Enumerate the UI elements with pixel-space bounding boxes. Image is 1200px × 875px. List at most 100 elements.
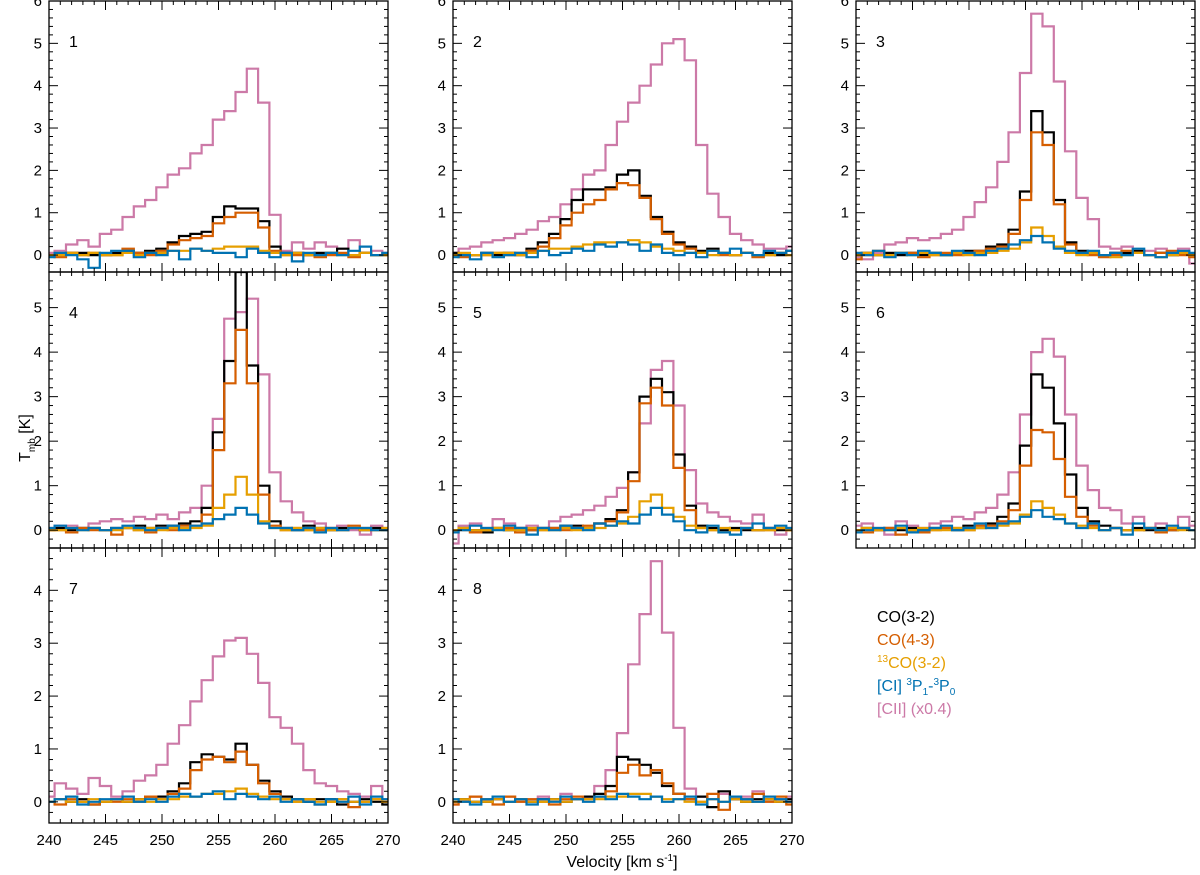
panel-1: 0 1 2 3 4 5 6 1 (34, 0, 389, 273)
legend-text-part: 1 (923, 687, 929, 698)
y-tick-label: 2 (841, 162, 849, 179)
panel-label: 3 (876, 34, 885, 51)
y-tick-label: 5 (438, 35, 446, 52)
y-tick-label: 4 (438, 582, 446, 599)
legend-entry-ci: [CI] 3P1-3P0 (877, 677, 956, 698)
y-tick-label: 1 (438, 205, 446, 222)
series-line-cii (453, 560, 792, 806)
series-line-co32 (49, 742, 388, 806)
series-line-ci (856, 509, 1195, 536)
y-tick-label: 3 (438, 635, 446, 652)
y-tick-label: 3 (34, 120, 42, 137)
panel-4-series (49, 272, 388, 536)
series-line-co43 (453, 182, 792, 259)
legend-text-part: CO(3-2) (877, 609, 935, 626)
panel-frame (48, 0, 389, 273)
legend-text-part: [CII] (x0.4) (877, 701, 952, 718)
legend-text-part: 3 (933, 677, 939, 688)
x-tick-label: 265 (319, 832, 344, 849)
legend-text-part: - (928, 678, 933, 695)
x-tick-label: 255 (610, 832, 635, 849)
x-tick-label: 270 (779, 832, 804, 849)
x-tick-label: 245 (93, 832, 118, 849)
x-axis-title: Velocity [km s-1] (566, 853, 677, 871)
x-axis-title-sup: -1 (664, 853, 673, 864)
series-line-ci (453, 506, 792, 536)
legend-text-part: CO(4-3) (877, 632, 935, 649)
panel-5-series (453, 359, 792, 545)
panel-label: 5 (473, 305, 482, 322)
legend-entry-co43: CO(4-3) (877, 632, 935, 649)
series-line-ci (49, 245, 388, 269)
y-tick-label: 0 (34, 247, 42, 264)
panel-8-series (453, 560, 792, 811)
y-tick-label: 0 (34, 794, 42, 811)
y-tick-label: 0 (34, 522, 42, 539)
legend-entry-cii: [CII] (x0.4) (877, 701, 952, 718)
series-line-ci (49, 790, 388, 806)
series-line-co32 (856, 373, 1195, 532)
x-tick-label: 240 (440, 832, 465, 849)
y-tick-label: 3 (841, 120, 849, 137)
y-tick-label: 5 (34, 300, 42, 317)
series-line-ci (453, 241, 792, 261)
panel-frame (452, 547, 793, 824)
y-tick-label: 5 (34, 35, 42, 52)
y-tick-label: 0 (841, 522, 849, 539)
legend-text-part: P (939, 678, 950, 695)
panel-label: 7 (69, 581, 78, 598)
panel-7-series (49, 636, 388, 809)
legend-text-part: [CI] (877, 678, 906, 695)
x-tick-label: 255 (206, 832, 231, 849)
x-axis-title-main: Velocity [km s (566, 854, 664, 871)
x-axis-title-close: ] (673, 854, 677, 871)
x-tick-label: 240 (36, 832, 61, 849)
y-tick-label: 5 (841, 35, 849, 52)
y-tick-label: 1 (841, 205, 849, 222)
y-tick-label: 4 (438, 344, 446, 361)
legend-text-part: CO(3-2) (888, 655, 946, 672)
y-tick-label: 6 (34, 0, 42, 10)
y-tick-label: 2 (438, 433, 446, 450)
series-line-cii (453, 359, 792, 545)
panel-label: 1 (69, 34, 78, 51)
panel-frame (48, 271, 389, 549)
series-line-cii (453, 38, 792, 254)
series-line-13co (453, 792, 792, 803)
y-tick-label: 2 (34, 433, 42, 450)
series-line-co32 (49, 272, 388, 532)
y-tick-label: 4 (34, 582, 42, 599)
panel-6-series (856, 337, 1195, 536)
y-tick-label: 6 (438, 0, 446, 10)
y-tick-label: 5 (438, 300, 446, 317)
y-tick-label: 1 (438, 741, 446, 758)
series-line-cii (49, 67, 388, 254)
y-axis-title-unit: [K] (17, 414, 34, 438)
x-tick-label: 265 (723, 832, 748, 849)
series-line-cii (49, 297, 388, 536)
panel-label: 8 (473, 581, 482, 598)
series-line-13co (49, 475, 388, 532)
x-tick-label: 260 (262, 832, 287, 849)
y-tick-label: 1 (34, 205, 42, 222)
x-tick-label: 250 (553, 832, 578, 849)
y-tick-label: 1 (841, 478, 849, 495)
y-tick-label: 3 (34, 635, 42, 652)
x-tick-label: 260 (666, 832, 691, 849)
y-tick-label: 0 (438, 247, 446, 264)
y-tick-label: 4 (34, 344, 42, 361)
series-line-co32 (856, 110, 1195, 257)
y-tick-label: 4 (34, 78, 42, 95)
y-tick-label: 1 (34, 478, 42, 495)
panel-frame (452, 0, 793, 273)
legend-entry-co32: CO(3-2) (877, 609, 935, 626)
series-line-ci (453, 792, 792, 806)
panel-frame (855, 271, 1196, 549)
y-tick-label: 4 (841, 344, 849, 361)
legend: CO(3-2) CO(4-3) 13 CO(3-2) [CI] 3P1-3P0 [CII]… (877, 609, 956, 718)
panel-7: 0 1 2 3 4 240 245 250 255 260 265 270 7 (34, 547, 401, 849)
y-tick-label: 2 (34, 162, 42, 179)
legend-text-part: 3 (906, 677, 912, 688)
panel-frame (452, 271, 793, 549)
